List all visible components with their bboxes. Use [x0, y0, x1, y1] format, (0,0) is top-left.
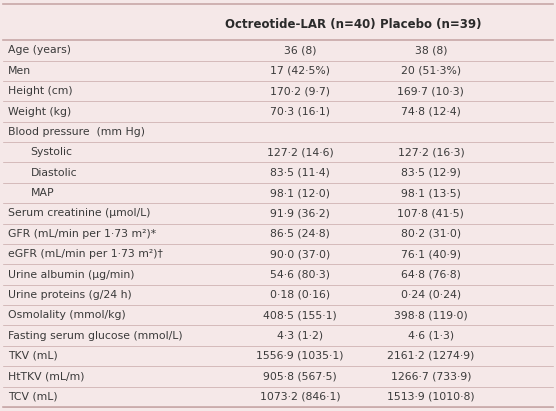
- Text: 91·9 (36·2): 91·9 (36·2): [270, 208, 330, 218]
- Text: 98·1 (12·0): 98·1 (12·0): [270, 188, 330, 198]
- Text: 2161·2 (1274·9): 2161·2 (1274·9): [387, 351, 475, 361]
- Text: Age (years): Age (years): [8, 46, 71, 55]
- Text: 20 (51·3%): 20 (51·3%): [401, 66, 461, 76]
- Text: 127·2 (14·6): 127·2 (14·6): [267, 147, 334, 157]
- Text: TCV (mL): TCV (mL): [8, 392, 58, 402]
- Text: 90·0 (37·0): 90·0 (37·0): [270, 249, 330, 259]
- Text: Blood pressure  (mm Hg): Blood pressure (mm Hg): [8, 127, 145, 137]
- Text: MAP: MAP: [31, 188, 54, 198]
- Text: 1073·2 (846·1): 1073·2 (846·1): [260, 392, 341, 402]
- Text: 0·18 (0·16): 0·18 (0·16): [270, 290, 330, 300]
- Text: 54·6 (80·3): 54·6 (80·3): [270, 270, 330, 279]
- Text: 398·8 (119·0): 398·8 (119·0): [394, 310, 468, 320]
- Text: Urine proteins (g/24 h): Urine proteins (g/24 h): [8, 290, 132, 300]
- Text: 80·2 (31·0): 80·2 (31·0): [401, 229, 461, 239]
- Text: 1556·9 (1035·1): 1556·9 (1035·1): [256, 351, 344, 361]
- Text: Octreotide-LAR (n=40): Octreotide-LAR (n=40): [225, 18, 375, 30]
- Text: Serum creatinine (μmol/L): Serum creatinine (μmol/L): [8, 208, 151, 218]
- Text: 127·2 (16·3): 127·2 (16·3): [398, 147, 464, 157]
- Text: 36 (8): 36 (8): [284, 46, 316, 55]
- Text: 0·24 (0·24): 0·24 (0·24): [401, 290, 461, 300]
- Text: Systolic: Systolic: [31, 147, 73, 157]
- Text: Weight (kg): Weight (kg): [8, 106, 72, 117]
- Text: 1266·7 (733·9): 1266·7 (733·9): [391, 372, 471, 381]
- Text: 4·3 (1·2): 4·3 (1·2): [277, 330, 323, 341]
- Text: Urine albumin (μg/min): Urine albumin (μg/min): [8, 270, 135, 279]
- Text: Fasting serum glucose (mmol/L): Fasting serum glucose (mmol/L): [8, 330, 183, 341]
- Text: 169·7 (10·3): 169·7 (10·3): [398, 86, 464, 96]
- Text: 38 (8): 38 (8): [415, 46, 447, 55]
- Text: 408·5 (155·1): 408·5 (155·1): [264, 310, 337, 320]
- Text: 70·3 (16·1): 70·3 (16·1): [270, 106, 330, 117]
- Text: 170·2 (9·7): 170·2 (9·7): [270, 86, 330, 96]
- Text: eGFR (mL/min per 1·73 m²)†: eGFR (mL/min per 1·73 m²)†: [8, 249, 163, 259]
- Text: Osmolality (mmol/kg): Osmolality (mmol/kg): [8, 310, 126, 320]
- Text: Men: Men: [8, 66, 32, 76]
- Text: 64·8 (76·8): 64·8 (76·8): [401, 270, 461, 279]
- Text: 83·5 (11·4): 83·5 (11·4): [270, 168, 330, 178]
- Text: TKV (mL): TKV (mL): [8, 351, 58, 361]
- Text: 74·8 (12·4): 74·8 (12·4): [401, 106, 461, 117]
- Text: 4·6 (1·3): 4·6 (1·3): [408, 330, 454, 341]
- Text: Placebo (n=39): Placebo (n=39): [380, 18, 481, 30]
- Text: GFR (mL/min per 1·73 m²)*: GFR (mL/min per 1·73 m²)*: [8, 229, 156, 239]
- Text: HtTKV (mL/m): HtTKV (mL/m): [8, 372, 85, 381]
- Text: Height (cm): Height (cm): [8, 86, 73, 96]
- Text: Diastolic: Diastolic: [31, 168, 77, 178]
- Text: 17 (42·5%): 17 (42·5%): [270, 66, 330, 76]
- Text: 83·5 (12·9): 83·5 (12·9): [401, 168, 461, 178]
- Text: 76·1 (40·9): 76·1 (40·9): [401, 249, 461, 259]
- Text: 98·1 (13·5): 98·1 (13·5): [401, 188, 461, 198]
- Text: 86·5 (24·8): 86·5 (24·8): [270, 229, 330, 239]
- Text: 1513·9 (1010·8): 1513·9 (1010·8): [387, 392, 475, 402]
- Text: 107·8 (41·5): 107·8 (41·5): [398, 208, 464, 218]
- Text: 905·8 (567·5): 905·8 (567·5): [264, 372, 337, 381]
